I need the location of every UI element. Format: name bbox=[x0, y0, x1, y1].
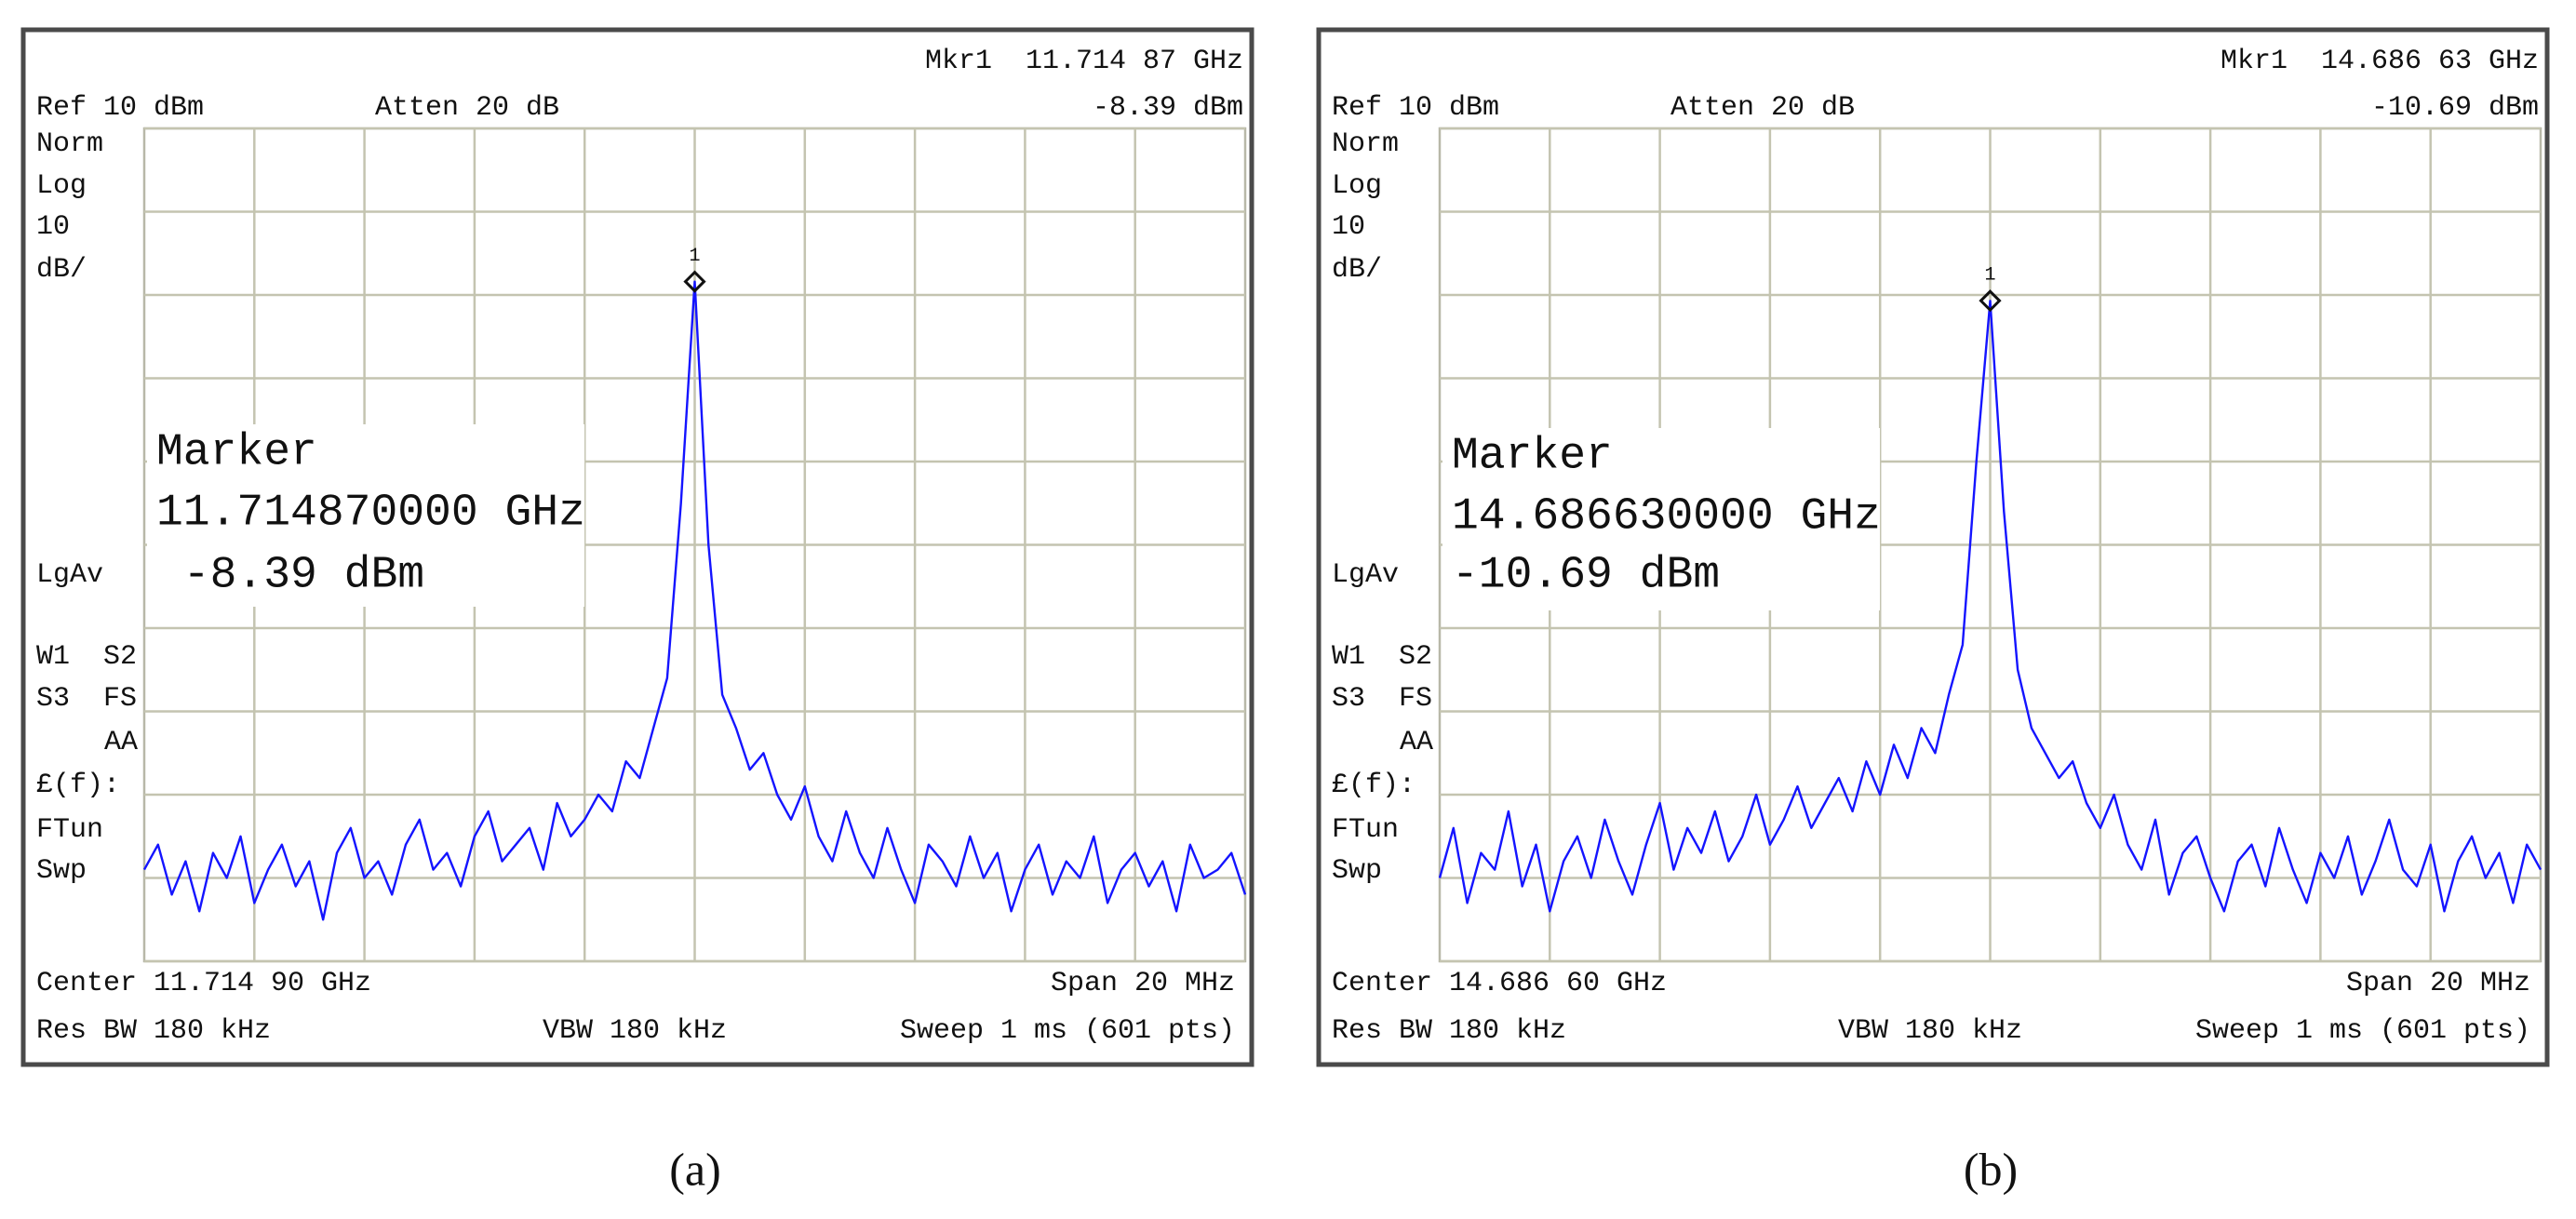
side-label: AA bbox=[1400, 727, 1433, 758]
marker-box bbox=[147, 424, 584, 607]
side-label: LgAv bbox=[1332, 559, 1399, 591]
analyzer-panel: Marker 14.686630000 GHz -10.69 dBm 1 Mkr1 14… bbox=[1316, 27, 2550, 1067]
ref-level: Ref 10 dBm bbox=[1332, 92, 1499, 124]
marker-title: Marker bbox=[1452, 432, 1613, 482]
side-label: Norm bbox=[36, 128, 103, 160]
side-label: S3 FS bbox=[1332, 683, 1432, 715]
span: Span 20 MHz bbox=[2346, 968, 2530, 999]
resolution-bandwidth: Res BW 180 kHz bbox=[36, 1015, 271, 1047]
marker-id: 1 bbox=[1984, 264, 1995, 286]
video-bandwidth: VBW 180 kHz bbox=[1838, 1015, 2022, 1047]
marker-title: Marker bbox=[156, 428, 317, 478]
marker-frequency: 14.686630000 GHz bbox=[1452, 492, 1881, 543]
marker-level: -10.69 dBm bbox=[1452, 551, 1720, 601]
sweep: Sweep 1 ms (601 pts) bbox=[900, 1015, 1235, 1047]
center-frequency: Center 14.686 60 GHz bbox=[1332, 968, 1667, 999]
resolution-bandwidth: Res BW 180 kHz bbox=[1332, 1015, 1566, 1047]
trace bbox=[1438, 300, 2542, 913]
side-label: £(f): bbox=[36, 770, 120, 801]
marker-level: -8.39 dBm bbox=[156, 551, 424, 601]
trace bbox=[142, 280, 1247, 921]
side-label: W1 S2 bbox=[1332, 641, 1432, 673]
side-label: dB/ bbox=[1332, 254, 1382, 286]
marker-frequency: 11.714870000 GHz bbox=[156, 489, 585, 539]
ref-level: Ref 10 dBm bbox=[36, 92, 204, 124]
side-label: S3 FS bbox=[36, 683, 137, 715]
center-frequency: Center 11.714 90 GHz bbox=[36, 968, 371, 999]
marker-diamond bbox=[1979, 289, 2002, 313]
side-label: 10 bbox=[1332, 211, 1365, 243]
marker-box bbox=[1442, 428, 1880, 610]
side-label: Swp bbox=[36, 855, 87, 887]
marker-readout: Mkr1 11.714 87 GHz bbox=[925, 46, 1243, 77]
marker-readout-level: -10.69 dBm bbox=[2371, 92, 2539, 124]
attenuation: Atten 20 dB bbox=[375, 92, 559, 124]
marker-diamond bbox=[683, 270, 706, 293]
marker-readout-level: -8.39 dBm bbox=[1093, 92, 1243, 124]
attenuation: Atten 20 dB bbox=[1670, 92, 1855, 124]
side-label: £(f): bbox=[1332, 770, 1415, 801]
side-label: dB/ bbox=[36, 254, 87, 286]
analyzer-panel: Marker 11.714870000 GHz -8.39 dBm 1 Mkr1 11… bbox=[20, 27, 1254, 1067]
marker-id: 1 bbox=[689, 246, 700, 267]
side-label: Log bbox=[36, 170, 87, 202]
marker-readout: Mkr1 14.686 63 GHz bbox=[2220, 46, 2539, 77]
side-label: Swp bbox=[1332, 855, 1382, 887]
side-label: 10 bbox=[36, 211, 70, 243]
caption: (a) bbox=[669, 1143, 721, 1195]
span: Span 20 MHz bbox=[1051, 968, 1235, 999]
video-bandwidth: VBW 180 kHz bbox=[543, 1015, 727, 1047]
side-label: FTun bbox=[1332, 814, 1399, 846]
side-label: AA bbox=[104, 727, 138, 758]
side-label: W1 S2 bbox=[36, 641, 137, 673]
sweep: Sweep 1 ms (601 pts) bbox=[2195, 1015, 2530, 1047]
side-label: Norm bbox=[1332, 128, 1399, 160]
side-label: Log bbox=[1332, 170, 1382, 202]
caption: (b) bbox=[1964, 1143, 2018, 1195]
side-label: LgAv bbox=[36, 559, 103, 591]
side-label: FTun bbox=[36, 814, 103, 846]
